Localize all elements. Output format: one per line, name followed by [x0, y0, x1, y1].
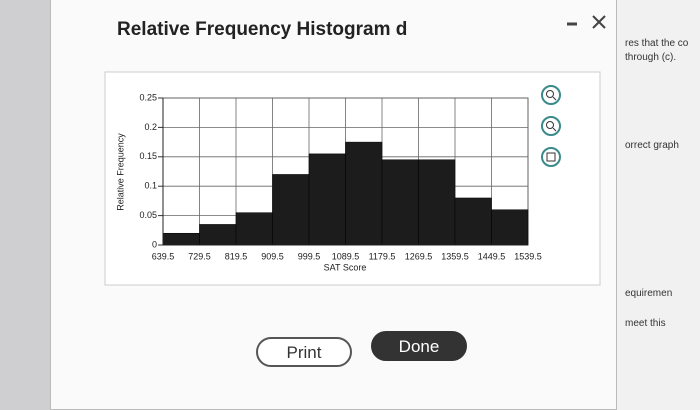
side-text: through (c). — [625, 52, 677, 63]
print-button[interactable]: Print — [256, 337, 352, 367]
zoom-in[interactable] — [541, 85, 561, 105]
bar — [345, 141, 383, 246]
chart: Relative Frequency SAT Score 0 0.05 0.1 0.1… — [104, 71, 601, 286]
background-page: res that the co through (c). orrect grap… — [617, 0, 700, 410]
x-tick-label: 729.5 — [188, 251, 211, 261]
side-text: meet this — [625, 318, 666, 329]
x-tick-label: 1089.5 — [332, 251, 360, 261]
x-tick-label: 1179.5 — [369, 251, 396, 261]
bar — [454, 197, 492, 246]
x-tick-label: 1269.5 — [405, 251, 433, 261]
zoom-out[interactable] — [541, 116, 561, 136]
open-new-window[interactable] — [541, 147, 561, 167]
bar — [308, 153, 346, 246]
bar — [235, 212, 273, 246]
y-tick-label: 0 — [152, 239, 157, 249]
y-tick-label: 0.1 — [144, 181, 157, 191]
x-tick-label: 999.5 — [298, 251, 321, 261]
close-button[interactable] — [592, 15, 606, 29]
bar — [272, 174, 310, 246]
dialog-title: Relative Frequency Histogram d — [117, 19, 408, 40]
bar — [199, 224, 237, 246]
y-tick-label: 0.15 — [139, 151, 157, 161]
y-tick-label: 0.05 — [139, 210, 157, 220]
bar — [491, 209, 529, 246]
x-tick-label: 909.5 — [261, 251, 284, 261]
y-tick-label: 0.25 — [139, 92, 157, 102]
x-tick-label: 819.5 — [225, 251, 248, 261]
x-tick-label: 639.5 — [152, 251, 175, 261]
bar — [162, 232, 200, 246]
x-tick-label: 1359.5 — [441, 251, 469, 261]
x-tick-label: 1449.5 — [478, 251, 506, 261]
side-text: res that the co — [625, 38, 689, 49]
y-axis-label: Relative Frequency — [115, 133, 125, 211]
bar — [381, 159, 419, 246]
x-tick-label: 1539.5 — [514, 251, 542, 261]
bar — [418, 159, 456, 246]
y-tick-label: 0.2 — [144, 122, 157, 132]
x-axis-label: SAT Score — [324, 262, 367, 272]
window-controls — [567, 15, 606, 29]
done-button[interactable]: Done — [371, 331, 467, 361]
side-text: orrect graph — [625, 140, 679, 151]
side-text: equiremen — [625, 288, 673, 299]
